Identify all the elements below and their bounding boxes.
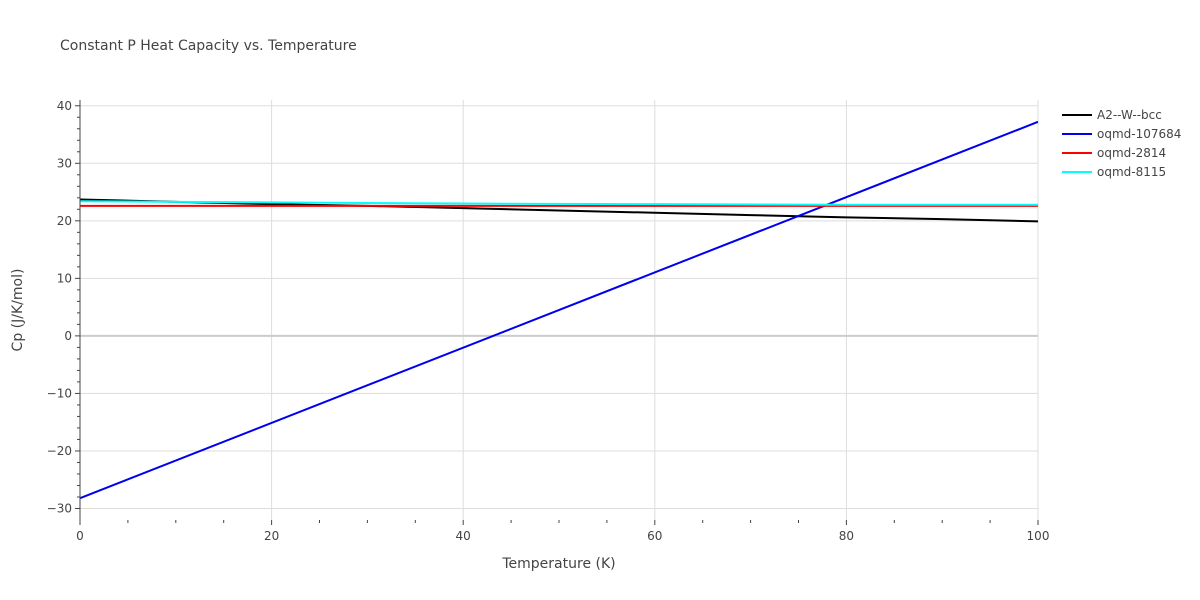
y-tick-label: 20 (57, 214, 72, 228)
series-line-oqmd-107684 (79, 120, 1039, 500)
grid (80, 100, 1039, 520)
legend-label: oqmd-8115 (1097, 165, 1166, 179)
y-tick-label: −20 (47, 444, 72, 458)
y-tick-label: 10 (57, 271, 72, 285)
x-tick-label: 40 (456, 529, 471, 543)
legend-item-oqmd-107684[interactable]: oqmd-107684 (1062, 127, 1181, 141)
axes (75, 100, 1039, 525)
series-lines (79, 120, 1039, 500)
y-tick-label: 40 (57, 99, 72, 113)
x-axis-label: Temperature (K) (501, 556, 615, 572)
legend-item-A2--W--bcc[interactable]: A2--W--bcc (1062, 108, 1162, 122)
y-tick-label: 0 (64, 329, 72, 343)
legend[interactable]: A2--W--bcc oqmd-107684 oqmd-2814 oqmd-8115 (1062, 108, 1181, 179)
x-tick-label: 0 (76, 529, 84, 543)
chart-title: Constant P Heat Capacity vs. Temperature (60, 38, 357, 54)
x-tick-label: 60 (647, 529, 662, 543)
legend-label: oqmd-2814 (1097, 146, 1166, 160)
y-tick-label: 30 (57, 156, 72, 170)
x-tick-label: 100 (1027, 529, 1050, 543)
legend-label: A2--W--bcc (1097, 108, 1162, 122)
y-axis-label: Cp (J/K/mol) (10, 269, 26, 352)
y-tick-label: −30 (47, 501, 72, 515)
y-tick-labels: −30 −20 −10 0 10 20 30 40 (47, 99, 72, 516)
x-tick-label: 20 (264, 529, 279, 543)
series-line-oqmd-8115 (79, 200, 1038, 206)
x-tick-labels: 0 20 40 60 80 100 (76, 529, 1049, 543)
series-line-A2--W--bcc (79, 198, 1039, 223)
x-tick-label: 80 (839, 529, 854, 543)
y-tick-label: −10 (47, 386, 72, 400)
legend-item-oqmd-8115[interactable]: oqmd-8115 (1062, 165, 1166, 179)
legend-item-oqmd-2814[interactable]: oqmd-2814 (1062, 146, 1166, 160)
legend-label: oqmd-107684 (1097, 127, 1181, 141)
